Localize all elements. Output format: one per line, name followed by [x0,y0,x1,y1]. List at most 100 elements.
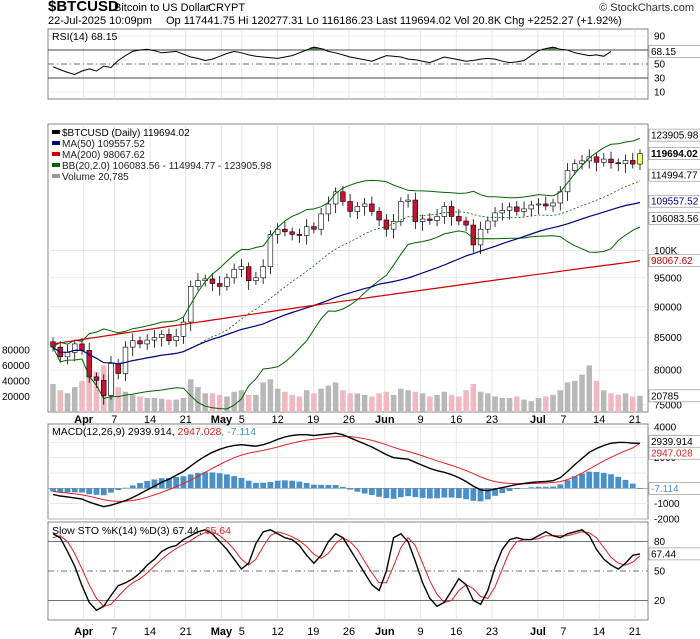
macd-title-signal: 2947.028 [178,426,222,438]
date-axis-label: 5 [239,414,245,426]
right-axis-label: 109557.52 [651,197,699,208]
price-tick-label: 95000 [654,273,682,284]
candle-body [267,234,274,267]
date-axis-label: 5 [239,626,245,638]
volume-bar [311,393,317,412]
macd-histogram-bar [195,472,201,489]
volume-bar [325,385,332,412]
volume-bar [485,393,491,412]
volume-bar [622,393,629,412]
macd-tick-label: -1000 [654,499,680,510]
legend-swatch [52,152,60,156]
macd-histogram-bar [542,486,549,489]
date-axis-label: 7 [111,626,117,638]
candle-body [289,231,295,235]
volume-bar [412,391,419,412]
candle-body [311,226,317,230]
macd-histogram-bar [593,471,600,489]
date-axis-label: 16 [450,414,462,426]
right-axis-label: 20785 [651,391,679,402]
candle-body [354,206,361,212]
volume-bar [470,384,477,412]
macd-histogram-bar [426,488,433,499]
right-axis-label-box [648,45,700,58]
candle-body [332,191,339,205]
price-tick-label: 85000 [654,333,682,344]
legend-label: BB(20,2.0) 106083.56 - 114994.77 - 12390… [62,161,272,172]
candle-body [506,206,513,211]
macd-histogram-bar [296,481,303,489]
right-axis-label: -7.114 [651,484,679,495]
date-axis-label: 9 [417,414,423,426]
candle-body [137,340,143,345]
candle-body [608,158,614,164]
candle-body [72,343,78,353]
macd-histogram-bar [122,487,129,489]
macd-histogram-bar [216,473,223,489]
candle-body [499,210,506,214]
macd-histogram-bar [557,484,564,489]
volume-bar [369,396,375,412]
candle-body [593,156,600,163]
candle-body [463,220,469,226]
macd-histogram-bar [245,480,252,489]
candle-body [144,339,150,345]
date-axis-label: 21 [629,414,641,426]
panel-frame-macd [47,423,649,520]
right-axis-label: 106083.56 [651,214,699,225]
date-axis-label: 16 [450,626,462,638]
macd-tick-label: 4000 [654,423,677,434]
macd-histogram-bar [390,488,397,499]
date-axis-label: 14 [593,414,605,426]
legend-swatch [52,130,60,134]
volume-bar [564,382,571,412]
price-tick-label: 80000 [654,366,682,377]
macd-histogram-bar [477,488,484,502]
sto-tick-label: 20 [654,596,666,607]
volume-bar [586,365,593,412]
right-axis-label-box [648,389,700,403]
chart-symbol: $BTCUSD [48,0,119,15]
right-axis-label-box [648,446,700,460]
date-axis-label: 9 [417,626,423,638]
macd-histogram-bar [129,485,136,489]
macd-histogram-bar [492,488,498,496]
macd-histogram-bar [622,479,629,489]
right-axis-label-box [648,212,700,225]
date-axis-label: 19 [307,626,319,638]
macd-histogram-bar [448,488,455,498]
right-axis-label-box [648,194,700,208]
macd-histogram-bar [397,488,404,498]
volume-bar [64,393,71,412]
legend-swatch [52,163,60,167]
date-axis-label: 14 [144,626,156,638]
macd-histogram-bar [166,477,172,489]
volume-bar [50,384,56,412]
volume-bar [492,396,498,412]
candle-body [166,334,172,342]
macd-histogram-bar [289,480,296,489]
candle-body [376,211,382,221]
candle-body [441,206,448,217]
bollinger-mid-line [52,180,641,365]
candle-body [448,206,455,217]
price-tick-label: 75000 [654,400,682,411]
rsi-tick-label: 50 [654,60,666,71]
candle-body [615,162,621,165]
candle-body [216,283,223,287]
candle-body [637,153,643,165]
volume-bar [318,388,324,412]
right-axis-label: 68.15 [651,47,676,58]
bollinger-upper-line [52,137,641,348]
volume-bar [398,388,404,412]
macd-histogram-bar [615,476,622,489]
macd-histogram-bar [86,488,93,495]
macd-histogram-bar [231,476,238,489]
date-axis-label: 21 [629,626,641,638]
right-axis-label: 2939.914 [651,437,693,448]
rsi-tick-label: 90 [654,32,666,43]
macd-histogram-bar [310,484,317,489]
macd-histogram-bar [79,488,85,493]
candle-body [456,216,462,222]
